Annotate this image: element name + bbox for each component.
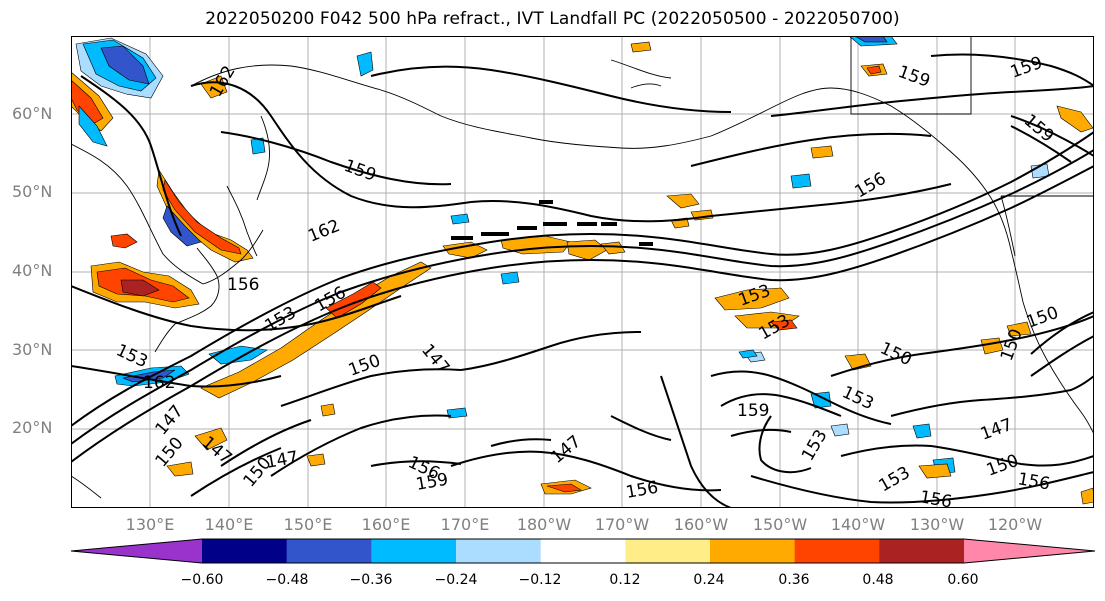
lon-label-140e: 140°E (204, 515, 254, 534)
lat-label-30n: 30°N (12, 340, 53, 359)
colorbar-swatch (371, 539, 457, 563)
colorbar-tick-label: −0.36 (349, 572, 393, 588)
lat-label-60n: 60°N (12, 104, 53, 123)
colorbar-tick-label: −0.60 (180, 572, 224, 588)
colorbar-tick-label: −0.48 (265, 572, 309, 588)
colorbar-tick-label: 0.36 (778, 572, 810, 588)
colorbar-tick-label: −0.24 (434, 572, 478, 588)
colorbar-swatch (625, 539, 711, 563)
contour-label: 156 (918, 487, 953, 508)
colorbar-cells (71, 539, 1095, 563)
lon-label-120w: 120°W (987, 515, 1043, 534)
lon-label-170e: 170°E (440, 515, 490, 534)
lon-label-140w: 140°W (830, 515, 886, 534)
colorbar-tick-label: 0.24 (693, 572, 725, 588)
lon-label-170w: 170°W (594, 515, 650, 534)
colorbar-swatch (456, 539, 542, 563)
map-frame (71, 36, 1094, 508)
colorbar (70, 538, 1096, 564)
map-title: 2022050200 F042 500 hPa refract., IVT La… (205, 9, 900, 29)
colorbar-swatch (710, 539, 796, 563)
lat-label-40n: 40°N (12, 261, 53, 280)
map-panel: 162 159 162 156 153 156 153 162 150 147 … (71, 36, 1094, 508)
colorbar-swatch (71, 539, 202, 563)
lon-label-160w: 160°W (673, 515, 729, 534)
lon-label-150e: 150°E (283, 515, 333, 534)
contour-fragments (451, 200, 653, 246)
colorbar-swatch (794, 539, 880, 563)
colorbar-tick-label: −0.12 (518, 572, 562, 588)
colorbar-swatch (202, 539, 288, 563)
colorbar-outline (70, 538, 1096, 564)
coastlines (71, 36, 1094, 499)
lat-label-50n: 50°N (12, 182, 53, 201)
contour-label: 162 (143, 373, 175, 393)
lon-label-180w: 180°W (516, 515, 572, 534)
colorbar-tick-label: 0.48 (862, 572, 894, 588)
lon-label-130w: 130°W (909, 515, 965, 534)
colorbar-tick-label: 0.12 (609, 572, 641, 588)
contour-label: 156 (227, 275, 259, 295)
colorbar-swatch (879, 539, 965, 563)
lon-label-150w: 150°W (752, 515, 808, 534)
lon-label-160e: 160°E (361, 515, 411, 534)
lat-label-20n: 20°N (12, 418, 53, 437)
contour-lines (71, 53, 1094, 508)
colorbar-swatch (964, 539, 1095, 563)
contour-label: 159 (737, 401, 769, 421)
colorbar-tick-label: 0.60 (947, 572, 979, 588)
lon-label-130e: 130°E (125, 515, 175, 534)
colorbar-swatch (540, 539, 626, 563)
colorbar-swatch (286, 539, 372, 563)
